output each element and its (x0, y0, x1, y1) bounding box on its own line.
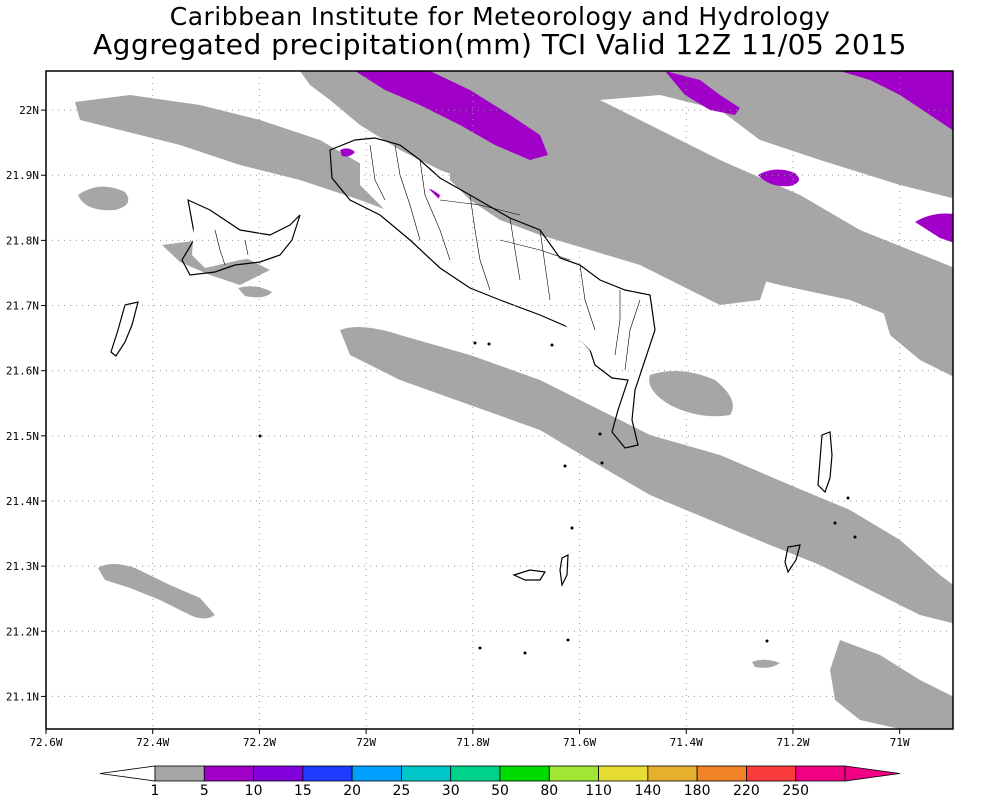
colorbar-segment (253, 765, 304, 782)
lon-tick-label: 72.4W (136, 736, 169, 749)
colorbar-label: 80 (540, 783, 558, 799)
lon-tick-label: 71.8W (456, 736, 489, 749)
lon-tick-label: 71W (890, 736, 910, 749)
lat-tick-label: 21.8N (6, 234, 39, 247)
longitude-labels: 72.6W 72.4W 72.2W 72W 71.8W 71.6W 71.4W 71.2W 71… (29, 729, 910, 749)
map-plot-area (46, 71, 953, 729)
lon-tick-label: 71.6W (563, 736, 596, 749)
lat-tick-label: 21.3N (6, 560, 39, 573)
island-west-caicos (181, 198, 301, 276)
lat-tick-label: 21.1N (6, 690, 39, 703)
lat-tick-label: 21.2N (6, 625, 39, 638)
colorbar-label: 180 (684, 783, 711, 799)
lat-tick-label: 22N (19, 104, 39, 117)
colorbar-segment (746, 765, 797, 782)
small-islets (258, 341, 857, 655)
lat-tick-label: 21.9N (6, 169, 39, 182)
map-title-line1: Caribbean Institute for Meteorology and … (169, 2, 831, 31)
map-frame (45, 70, 954, 730)
precip-band-southwest (98, 564, 215, 619)
internal-boundaries (214, 144, 641, 371)
colorbar-segment (154, 765, 205, 782)
colorbar-high-end (844, 765, 901, 782)
precip-band-northwest (75, 95, 420, 215)
colorbar-label: 1 (151, 783, 160, 799)
precip-purple-east-blob (758, 169, 799, 187)
island-salt-cay (784, 544, 801, 574)
latitude-labels: 22N 21.9N 21.8N 21.7N 21.6N 21.5N 21.4N 21.3N 21… (6, 104, 46, 703)
colorbar-label: 50 (491, 783, 509, 799)
lat-tick-label: 21.6N (6, 365, 39, 378)
colorbar-label: 220 (733, 783, 760, 799)
colorbar-segment (548, 765, 599, 782)
lon-tick-label: 71.2W (776, 736, 809, 749)
precip-blob-south (752, 659, 780, 668)
precip-blob-west (78, 186, 129, 211)
colorbar-segment (696, 765, 747, 782)
island-south-1 (512, 569, 547, 581)
colorbar-label: 110 (585, 783, 612, 799)
lat-tick-label: 21.7N (6, 300, 39, 313)
lon-tick-label: 72.6W (29, 736, 62, 749)
colorbar-label: 15 (294, 783, 312, 799)
colorbar-segment (450, 765, 501, 782)
colorbar-label: 30 (442, 783, 460, 799)
precipitation-colorbar: 1 5 10 15 20 25 30 50 80 110 140 180 220 250 (99, 765, 901, 799)
lon-tick-label: 72.2W (243, 736, 276, 749)
island-grand-turk (817, 431, 833, 494)
colorbar-segment (795, 765, 846, 782)
island-west-caicos-inner (192, 210, 285, 268)
colorbar-label: 140 (634, 783, 661, 799)
precip-purple-north (355, 71, 548, 160)
lat-tick-label: 21.5N (6, 430, 39, 443)
lon-tick-label: 72W (356, 736, 376, 749)
colorbar-label: 250 (782, 783, 809, 799)
colorbar-segment (598, 765, 649, 782)
lon-tick-label: 71.4W (670, 736, 703, 749)
island-coastlines (110, 137, 833, 588)
colorbar-label: 5 (200, 783, 209, 799)
precip-blob-small (238, 286, 272, 298)
precip-band-east-edge (880, 300, 953, 377)
colorbar-segment (351, 765, 402, 782)
colorbar-segment (302, 765, 353, 782)
precip-purple-east-edge (915, 213, 953, 243)
colorbar-segment (647, 765, 698, 782)
colorbar-segment (401, 765, 452, 782)
island-south-2 (559, 554, 569, 588)
colorbar-label: 20 (343, 783, 361, 799)
colorbar-label: 10 (245, 783, 263, 799)
precip-band-southeast (830, 640, 953, 729)
precip-purple-northeast (665, 71, 740, 115)
colorbar-segment (203, 765, 254, 782)
colorbar-segment (499, 765, 550, 782)
precip-1-5mm-areas (75, 71, 953, 729)
precip-band-central (340, 326, 953, 624)
island-caicos-main (329, 137, 656, 449)
precip-purple-corner (840, 71, 953, 131)
precip-band-north-center (450, 155, 770, 305)
precip-blob-east (649, 371, 733, 417)
colorbar-low-end (99, 765, 156, 782)
island-provo-interior (360, 160, 645, 380)
colorbar-label: 25 (393, 783, 411, 799)
map-title-line2: Aggregated precipitation(mm) TCI Valid 1… (93, 28, 907, 61)
precip-purple-small (340, 148, 355, 157)
lat-tick-label: 21.4N (6, 495, 39, 508)
